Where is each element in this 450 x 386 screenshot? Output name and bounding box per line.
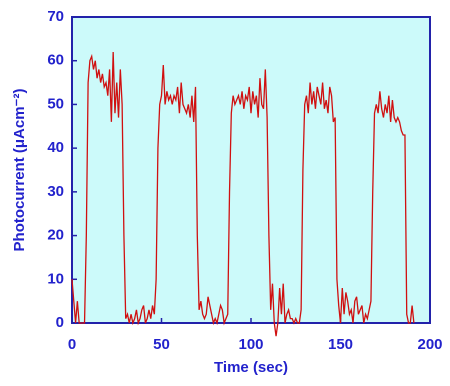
x-tick-label: 100 <box>238 336 263 353</box>
y-axis-label: Photocurrent (μAcm⁻²) <box>11 89 28 252</box>
y-tick-label: 10 <box>47 270 64 287</box>
y-tick-label: 0 <box>56 314 64 331</box>
y-tick-label: 20 <box>47 227 64 244</box>
y-tick-label: 60 <box>47 52 64 69</box>
x-tick-label: 150 <box>328 336 353 353</box>
y-tick-label: 70 <box>47 8 64 25</box>
x-tick-label: 200 <box>417 336 442 353</box>
plot-area <box>71 16 431 324</box>
x-tick-label: 50 <box>153 336 170 353</box>
x-axis-label: Time (sec) <box>214 359 288 376</box>
y-tick-label: 40 <box>47 139 64 156</box>
x-tick-label: 0 <box>68 336 76 353</box>
data-line <box>71 51 415 337</box>
y-tick-label: 50 <box>47 95 64 112</box>
y-tick-label: 30 <box>47 183 64 200</box>
